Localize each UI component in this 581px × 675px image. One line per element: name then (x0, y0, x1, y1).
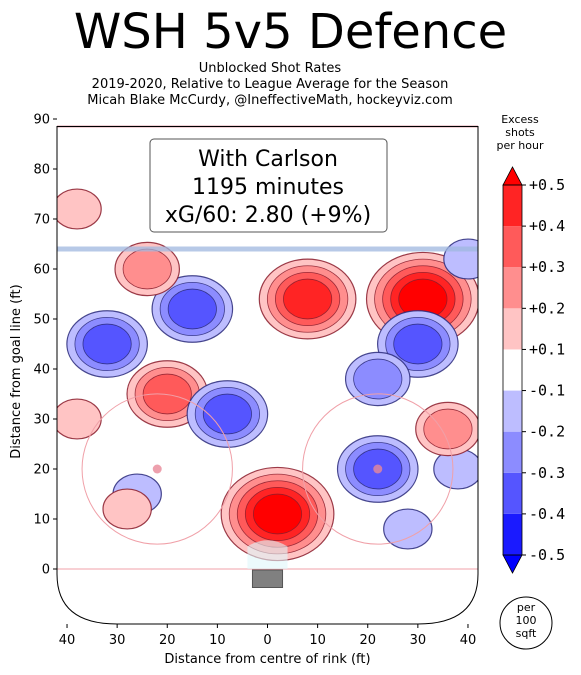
contour-blob (393, 323, 443, 365)
colorbar-title-line: Excess (501, 113, 539, 126)
contour-blob (252, 493, 303, 535)
colorbar-tick-label: -0.2 (529, 423, 565, 441)
colorbar-segment (503, 267, 522, 309)
contour-blob (353, 358, 403, 400)
annotation-line-3: xG/60: 2.80 (+9%) (165, 203, 371, 228)
x-tick-label: 30 (109, 633, 126, 648)
contour-layer (57, 188, 478, 562)
plot-area: With Carlson 1195 minutes xG/60: 2.80 (+9%… (56, 125, 479, 625)
contour-blob (167, 288, 217, 330)
contour-blob (57, 398, 102, 440)
colorbar-tick-label: -0.4 (529, 505, 565, 523)
x-tick-label: 30 (410, 633, 427, 648)
axes: 40 30 20 10 0 10 20 30 40 0 10 20 30 40 50 60 70 80 90 Dist… (9, 113, 476, 668)
y-tick-label: 90 (33, 113, 50, 128)
unit-label-line: sqft (516, 627, 537, 640)
contour-blob (423, 408, 473, 450)
y-tick-label: 70 (33, 213, 50, 228)
annotation-line-1: With Carlson (198, 147, 338, 172)
colorbar-tick-label: +0.5 (529, 176, 565, 194)
subtitle-line-3: Micah Blake McCurdy, @IneffectiveMath, h… (87, 93, 453, 108)
x-tick-label: 0 (263, 633, 271, 648)
colorbar-segment (503, 226, 522, 268)
chart-subtitle: Unblocked Shot Rates 2019-2020, Relative… (0, 61, 540, 109)
contour-blob (82, 323, 132, 365)
x-tick-label: 20 (159, 633, 176, 648)
colorbar-tick-label: -0.3 (529, 464, 565, 482)
colorbar-extend-high (502, 166, 523, 186)
y-tick-label: 10 (33, 513, 50, 528)
colorbar-tick-label: +0.1 (529, 340, 565, 358)
y-tick-label: 30 (33, 413, 50, 428)
colorbar-tick-label: +0.4 (529, 217, 565, 235)
annotation-line-2: 1195 minutes (192, 175, 344, 200)
unit-label-line: per (517, 601, 536, 614)
contour-blob (383, 508, 433, 550)
colorbar-tick-label: -0.5 (529, 546, 565, 564)
contour-blob (57, 188, 102, 230)
unit-circle (499, 596, 553, 650)
colorbar-title-line: shots (505, 126, 535, 139)
x-axis-label: Distance from centre of rink (ft) (164, 652, 370, 667)
y-tick-label: 50 (33, 313, 50, 328)
contour-blob (102, 488, 152, 530)
colorbar-segment (503, 431, 522, 473)
colorbar-segment (503, 472, 522, 514)
colorbar-segment (503, 308, 522, 350)
y-tick-label: 0 (42, 563, 50, 578)
colorbar-extend-low (502, 554, 523, 574)
goal-net (251, 569, 284, 588)
colorbar-segment (503, 390, 522, 432)
unit-label-line: 100 (516, 614, 537, 627)
colorbar-frame (502, 184, 523, 556)
contour-blob (283, 278, 333, 320)
contour-blob (443, 238, 478, 280)
subtitle-line-1: Unblocked Shot Rates (198, 61, 342, 76)
contour-blob (202, 393, 252, 435)
colorbar-segment (503, 349, 522, 391)
faceoff-circle (81, 393, 233, 545)
colorbar-tick-label: +0.2 (529, 299, 565, 317)
faceoff-circle (302, 393, 454, 545)
y-tick-label: 80 (33, 163, 50, 178)
y-tick-label: 20 (33, 463, 50, 478)
y-axis-label: Distance from goal line (ft) (9, 284, 24, 458)
colorbar-tick-label: +0.3 (529, 258, 565, 276)
annotation-box: With Carlson 1195 minutes xG/60: 2.80 (+9%… (149, 138, 388, 233)
crease (247, 540, 288, 569)
contour-blob (122, 248, 172, 290)
y-tick-label: 40 (33, 363, 50, 378)
chart-title: WSH 5v5 Defence (73, 4, 508, 60)
colorbar-segment (503, 513, 522, 555)
colorbar-segment (503, 185, 522, 227)
x-tick-label: 10 (309, 633, 326, 648)
y-tick-label: 60 (33, 263, 50, 278)
subtitle-line-2: 2019-2020, Relative to League Average fo… (91, 77, 449, 92)
faceoff-dot (373, 464, 383, 474)
x-tick-label: 20 (359, 633, 376, 648)
annotation-frame (149, 138, 388, 233)
colorbar: -0.5 -0.4 -0.3 -0.2 -0.1 +0.1 +0.2 +0.3 +0.4 +0.5… (497, 113, 565, 650)
colorbar-title-line: per hour (497, 139, 544, 152)
colorbar-tick-label: -0.1 (529, 382, 565, 400)
x-tick-label: 10 (209, 633, 226, 648)
x-tick-label: 40 (59, 633, 76, 648)
faceoff-dot (152, 464, 162, 474)
x-tick-label: 40 (460, 633, 477, 648)
